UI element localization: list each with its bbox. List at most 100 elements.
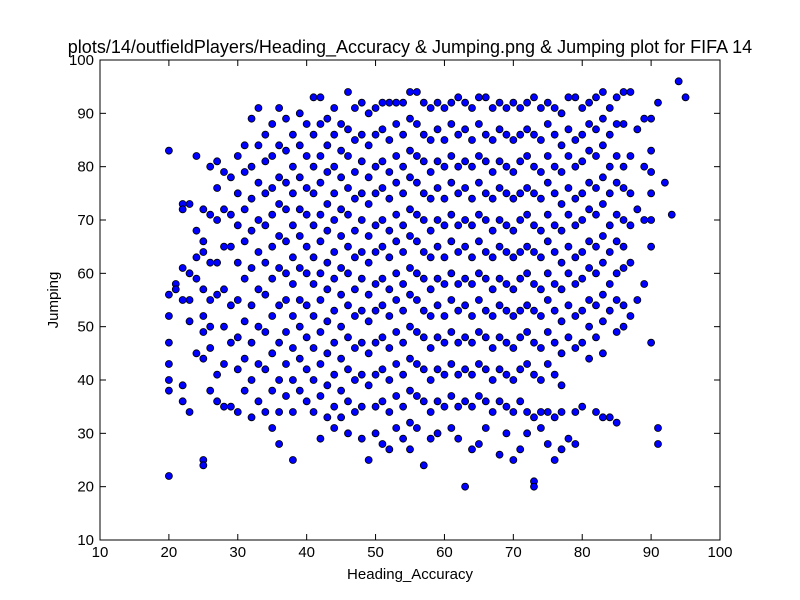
scatter-point xyxy=(385,344,394,352)
scatter-point xyxy=(468,445,476,454)
scatter-point xyxy=(406,232,414,240)
scatter-point xyxy=(440,280,449,288)
scatter-point xyxy=(288,221,297,230)
scatter-point xyxy=(647,338,656,347)
scatter-point xyxy=(302,210,311,219)
scatter-point xyxy=(171,285,180,294)
scatter-point xyxy=(344,242,352,251)
scatter-point xyxy=(454,162,463,171)
scatter-point xyxy=(536,136,545,144)
scatter-point xyxy=(571,221,580,230)
scatter-point xyxy=(378,365,387,374)
scatter-point xyxy=(247,194,256,203)
scatter-point xyxy=(530,162,538,171)
scatter-point xyxy=(454,434,463,443)
scatter-point xyxy=(433,274,442,283)
scatter-point xyxy=(213,216,222,224)
scatter-point xyxy=(516,216,525,224)
scatter-point xyxy=(433,301,442,310)
scatter-point xyxy=(543,296,552,304)
scatter-point xyxy=(337,205,346,214)
scatter-point xyxy=(474,237,483,246)
scatter-point xyxy=(392,296,401,304)
y-axis-label: Jumping xyxy=(45,272,62,329)
scatter-point xyxy=(488,226,497,235)
scatter-point xyxy=(509,194,518,203)
scatter-point xyxy=(571,136,580,144)
scatter-point xyxy=(474,93,483,102)
scatter-point xyxy=(509,312,518,320)
scatter-point xyxy=(350,104,359,112)
scatter-point xyxy=(213,290,222,299)
scatter-point xyxy=(295,296,304,304)
scatter-point xyxy=(557,317,566,326)
scatter-point xyxy=(647,242,656,251)
scatter-point xyxy=(426,408,435,416)
scatter-point xyxy=(550,456,559,464)
scatter-point xyxy=(585,237,594,246)
scatter-point xyxy=(523,301,532,310)
scatter-point xyxy=(178,296,187,304)
scatter-point xyxy=(585,120,594,128)
scatter-point xyxy=(474,328,483,336)
scatter-point xyxy=(268,184,277,192)
scatter-point xyxy=(330,370,339,379)
x-tick-label: 60 xyxy=(436,544,453,561)
scatter-point xyxy=(612,328,621,336)
scatter-point xyxy=(357,402,366,411)
scatter-point xyxy=(509,136,518,144)
scatter-point xyxy=(536,312,545,320)
scatter-point xyxy=(598,290,607,299)
scatter-point xyxy=(268,312,277,320)
scatter-point xyxy=(433,429,442,438)
scatter-point xyxy=(433,242,442,251)
scatter-point xyxy=(523,360,532,368)
scatter-point xyxy=(316,178,325,187)
scatter-point xyxy=(371,189,380,198)
scatter-point xyxy=(564,125,573,134)
scatter-point xyxy=(288,408,297,416)
scatter-point xyxy=(468,280,476,288)
scatter-point xyxy=(412,296,421,304)
scatter-point xyxy=(233,221,242,230)
scatter-point xyxy=(164,312,173,320)
scatter-point xyxy=(206,322,215,331)
scatter-point xyxy=(330,338,339,347)
scatter-point xyxy=(240,141,249,150)
scatter-point xyxy=(261,258,270,267)
x-axis-label: Heading_Accuracy xyxy=(347,566,473,583)
scatter-point xyxy=(226,173,235,182)
scatter-point xyxy=(316,434,325,443)
scatter-point xyxy=(316,93,325,102)
scatter-point xyxy=(344,88,352,96)
scatter-point xyxy=(357,306,366,315)
scatter-point xyxy=(337,386,346,395)
scatter-point xyxy=(481,365,490,374)
scatter-point xyxy=(488,253,497,262)
scatter-point xyxy=(385,253,394,262)
scatter-point xyxy=(419,365,428,374)
scatter-point xyxy=(433,216,442,224)
scatter-point xyxy=(378,157,387,166)
scatter-point xyxy=(371,338,380,347)
scatter-point xyxy=(454,248,463,256)
scatter-point xyxy=(206,386,215,395)
scatter-point xyxy=(378,301,387,310)
scatter-point xyxy=(288,280,297,288)
scatter-point xyxy=(626,152,635,160)
scatter-point xyxy=(585,322,594,331)
scatter-point xyxy=(275,440,284,448)
scatter-point xyxy=(275,141,284,150)
scatter-point xyxy=(605,189,614,198)
scatter-point xyxy=(337,322,346,331)
scatter-point xyxy=(295,109,304,118)
scatter-point xyxy=(550,189,559,198)
scatter-point xyxy=(557,200,566,208)
scatter-point xyxy=(543,237,552,246)
scatter-point xyxy=(454,93,463,102)
scatter-point xyxy=(516,397,525,406)
scatter-point xyxy=(364,109,373,118)
scatter-point xyxy=(447,210,456,219)
scatter-point xyxy=(330,104,339,112)
scatter-point xyxy=(619,120,628,128)
